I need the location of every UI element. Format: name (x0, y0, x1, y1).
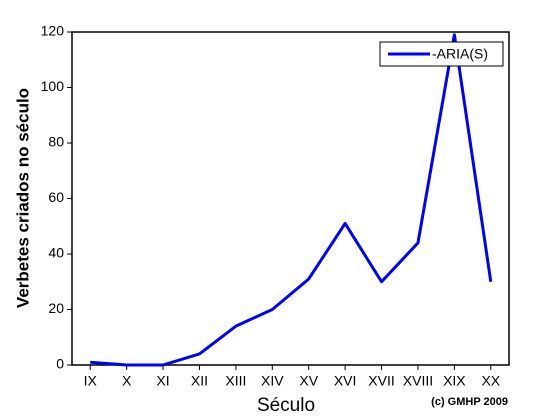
plot-frame (71, 31, 510, 366)
y-axis-label: Verbetes criados no século (13, 88, 32, 308)
x-tick-label: XIV (261, 373, 284, 389)
x-tick-label: XIX (443, 373, 466, 389)
x-tick-label: XI (156, 373, 169, 389)
y-tick-label: 80 (48, 134, 64, 150)
y-tick-label: 120 (41, 23, 65, 39)
y-tick-label: 60 (48, 189, 64, 205)
x-tick-label: XVII (368, 373, 394, 389)
annotation: (c) GMHP 2009 (431, 396, 508, 408)
x-tick-label: XII (191, 373, 208, 389)
x-tick-label: XVIII (403, 373, 433, 389)
x-tick-label: XX (481, 373, 500, 389)
y-tick-label: 100 (41, 78, 65, 94)
x-tick-label: XIII (225, 373, 246, 389)
x-axis-label: Século (257, 395, 315, 416)
y-tick-label: 0 (56, 356, 64, 372)
legend-label: -ARIA(S) (432, 46, 488, 62)
y-tick-label: 40 (48, 245, 64, 261)
data-line (90, 33, 493, 367)
y-tick-label: 20 (48, 300, 64, 316)
x-tick-label: X (122, 373, 132, 389)
x-tick-label: XVI (334, 373, 357, 389)
x-tick-label: IX (84, 373, 98, 389)
x-tick-label: XV (299, 373, 318, 389)
